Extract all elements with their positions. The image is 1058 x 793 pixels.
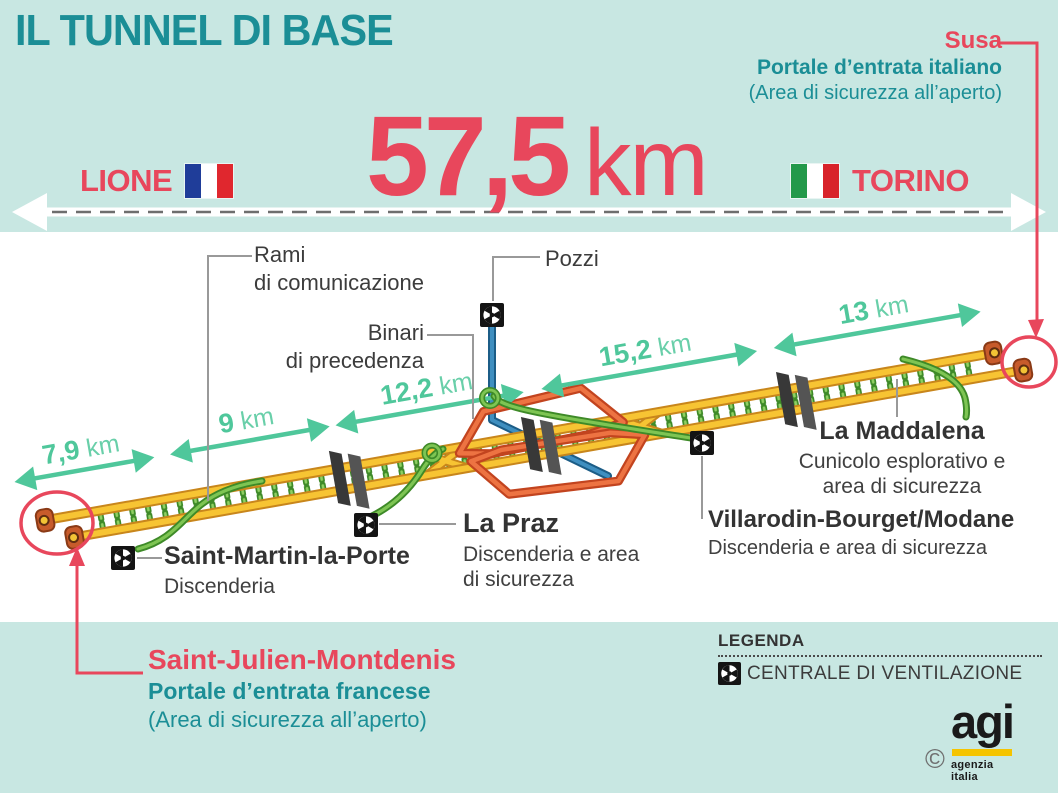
city-turin: TORINO [791,163,970,199]
annotation-line: Rami [254,242,306,267]
distance-label-0: 7,9km [40,427,122,470]
total-distance: 57,5 km [366,93,709,219]
total-span-arrow [12,193,1046,231]
legend-item-label: CENTRALE DI VENTILAZIONE [747,662,1023,684]
station-name: La Maddalena [819,417,985,445]
station-saint-martin: Saint-Martin-la-Porte Discenderia [164,542,410,599]
station-name: Villarodin-Bourget/Modane [708,506,1015,533]
total-distance-unit: km [583,110,709,216]
annotation-rami: Rami di comunicazione [254,241,424,296]
tunnel-body: 7,9km 9km 12,2km 15,2km 13km [14,288,1034,550]
station-name: Saint-Martin-la-Porte [164,542,410,570]
top-band [0,0,1058,232]
annotation-pozzi: Pozzi [545,246,599,271]
portal-description: Portale d’entrata francese [148,678,431,704]
legend-title: LEGENDA [718,631,805,650]
distance-arrows [14,303,981,491]
legend: LEGENDA CENTRALE DI VENTILAZIONE [718,631,1042,685]
station-villarodin: Villarodin-Bourget/Modane Discenderia e … [708,506,1015,560]
crossing-structures [328,372,817,509]
total-distance-value: 57,5 [366,93,571,219]
passing-track-rings [454,383,650,499]
italian-portal-label: Susa Portale d’entrata italiano (Area di… [749,26,1002,105]
station-description: Discenderia e area di sicurezza [463,542,640,591]
ventilation-icon [354,513,378,537]
leader-lines [137,255,898,559]
page-title: IL TUNNEL DI BASE [15,6,394,55]
agi-logo-subtitle: agenzia italia [951,758,994,783]
agi-logo-text: agi [951,695,1015,748]
station-la-maddalena: La Maddalena Cunicolo esplorativo e area… [798,417,1006,499]
city-lyon: LIONE [80,163,234,199]
french-portal-leader [75,563,143,675]
italian-flag-icon [791,164,839,198]
annotation-line: di comunicazione [254,269,424,295]
ventilation-icon [111,546,135,570]
ventilation-icon [480,303,504,327]
copyright-symbol: © [925,744,945,774]
annotation-binari: Binari di precedenza [224,319,424,374]
portal-safety-note: (Area di sicurezza all’aperto) [748,81,1002,104]
city-name: TORINO [852,163,970,198]
ventilation-icon [718,662,741,685]
station-la-praz: La Praz Discenderia e area di sicurezza [463,508,658,592]
annotation-line: Binari [367,320,424,345]
city-name: LIONE [80,163,173,198]
distance-label-1: 9km [216,400,276,439]
shafts-pozzi [488,314,612,480]
track-crossovers [418,407,668,480]
french-portal-label: Saint-Julien-Montdenis Portale d’entrata… [148,642,456,733]
italian-portal-circle [1000,335,1058,389]
arrowhead-right [1011,193,1046,231]
portal-safety-note: (Area di sicurezza all’aperto) [148,706,427,732]
legend-separator [718,655,1042,657]
station-description: Cunicolo esplorativo e area di sicurezza [798,449,1006,498]
station-name: La Praz [463,508,560,538]
portal-description: Portale d’entrata italiano [756,56,1002,80]
distance-label-4: 13km [836,288,911,330]
french-portal-circle [19,490,95,556]
agi-logo: agi agenzia italia [951,695,1021,783]
station-description: Discenderia e area di sicurezza [708,537,988,560]
legend-item: CENTRALE DI VENTILAZIONE [718,662,1042,685]
portal-name: Saint-Julien-Montdenis [148,644,456,675]
annotation-line: di precedenza [285,347,424,373]
agi-logo-bar [952,748,1012,756]
portal-name: Susa [944,27,1002,54]
station-description: Discenderia [164,574,275,598]
french-flag-icon [185,164,234,198]
ventilation-icon [690,431,714,455]
access-tunnels [134,355,971,553]
bottom-band [0,622,1058,793]
portal-markers [19,41,1058,675]
italian-portal-leader [1000,41,1039,320]
arrowhead-left [12,193,47,231]
